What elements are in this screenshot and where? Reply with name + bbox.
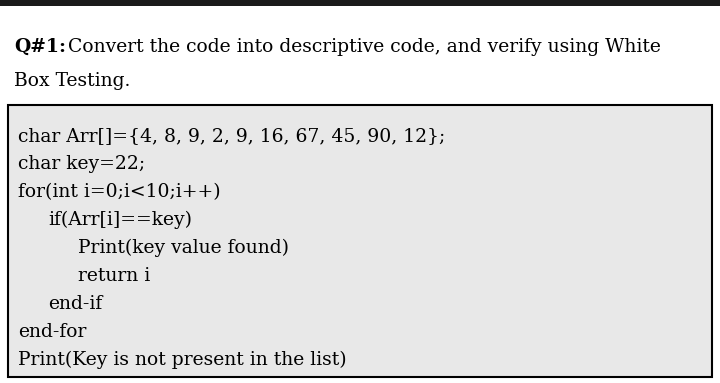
Text: Convert the code into descriptive code, and verify using White: Convert the code into descriptive code, … — [62, 38, 661, 56]
Text: Print(key value found): Print(key value found) — [78, 239, 289, 257]
Bar — [0, 0, 720, 6]
Text: for(int i=0;i<10;i++): for(int i=0;i<10;i++) — [18, 183, 220, 201]
Text: Q#1:: Q#1: — [14, 38, 66, 56]
Text: if(Arr[i]==key): if(Arr[i]==key) — [48, 211, 192, 229]
Text: char Arr[]={4, 8, 9, 2, 9, 16, 67, 45, 90, 12};: char Arr[]={4, 8, 9, 2, 9, 16, 67, 45, 9… — [18, 127, 445, 145]
Text: return i: return i — [78, 267, 150, 285]
Text: end-if: end-if — [48, 295, 102, 313]
Text: char key=22;: char key=22; — [18, 155, 145, 173]
Bar — [8, 105, 712, 377]
Text: end-for: end-for — [18, 323, 86, 341]
Text: Box Testing.: Box Testing. — [14, 72, 130, 90]
Text: Print(Key is not present in the list): Print(Key is not present in the list) — [18, 351, 346, 369]
